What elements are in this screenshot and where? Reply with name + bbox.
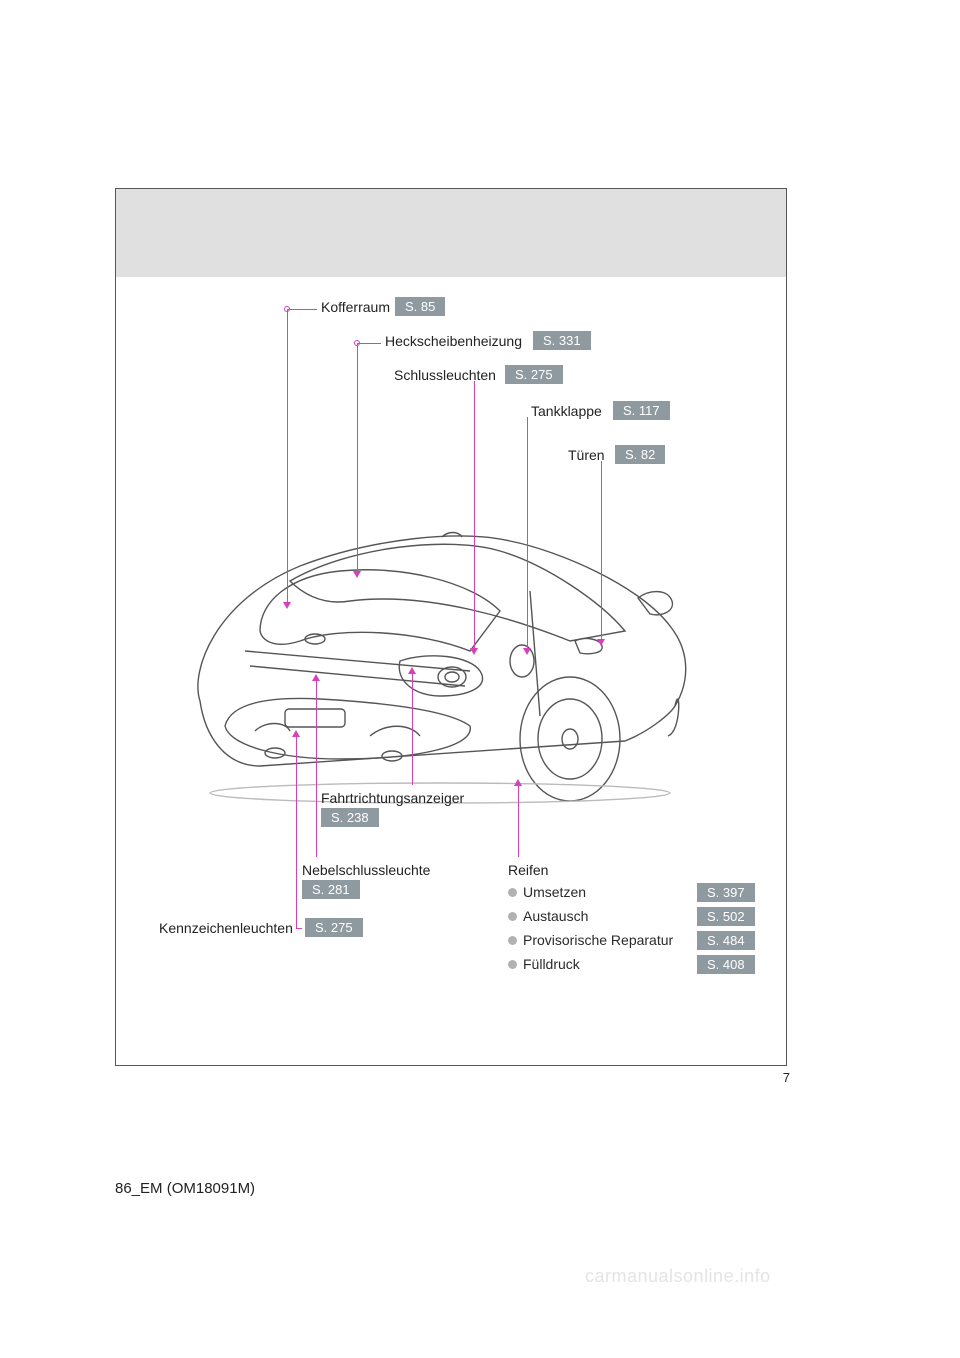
- reifen-list: Umsetzen S. 397 Austausch S. 502 Proviso…: [508, 880, 755, 976]
- reifen-item-page[interactable]: S. 502: [697, 907, 755, 926]
- callout-fahrtrichtungsanzeiger-label: Fahrtrichtungsanzeiger: [321, 790, 464, 806]
- car-illustration: [170, 531, 700, 821]
- leader-line: [287, 309, 317, 310]
- leader-arrow-icon: [597, 639, 605, 646]
- leader-arrow-icon: [312, 674, 320, 681]
- reifen-item-label: Provisorische Reparatur: [523, 932, 691, 948]
- page-number: 7: [783, 1070, 790, 1085]
- leader-line: [412, 673, 413, 785]
- leader-line: [357, 343, 381, 344]
- callout-kennzeichenleuchten-label: Kennzeichenleuchten: [159, 920, 293, 936]
- callout-tueren-label: Türen: [568, 447, 605, 463]
- bullet-icon: [508, 888, 517, 897]
- reifen-item: Fülldruck S. 408: [508, 952, 755, 976]
- callout-reifen-label: Reifen: [508, 862, 548, 878]
- callout-heckscheibenheizung-label: Heckscheibenheizung: [385, 333, 522, 349]
- leader-arrow-icon: [283, 602, 291, 609]
- callout-tankklappe-page[interactable]: S. 117: [613, 401, 670, 420]
- bullet-icon: [508, 936, 517, 945]
- leader-line: [527, 417, 528, 650]
- callout-fahrtrichtungsanzeiger-page[interactable]: S. 238: [321, 808, 379, 827]
- watermark: carmanualsonline.info: [585, 1266, 771, 1287]
- reifen-item-page[interactable]: S. 484: [697, 931, 755, 950]
- leader-line: [296, 928, 302, 929]
- callout-kofferraum-label: Kofferraum: [321, 299, 390, 315]
- callout-nebelschlussleuchte-label: Nebelschlussleuchte: [302, 862, 430, 878]
- bullet-icon: [508, 912, 517, 921]
- leader-arrow-icon: [292, 730, 300, 737]
- leader-arrow-icon: [353, 571, 361, 578]
- reifen-item-label: Umsetzen: [523, 884, 691, 900]
- leader-line: [357, 343, 358, 573]
- reifen-item: Umsetzen S. 397: [508, 880, 755, 904]
- callout-kofferraum-page[interactable]: S. 85: [395, 297, 445, 316]
- doc-footer: 86_EM (OM18091M): [115, 1180, 255, 1197]
- diagram-header: [116, 189, 786, 277]
- callout-schlussleuchten-page[interactable]: S. 275: [505, 365, 563, 384]
- reifen-item-label: Fülldruck: [523, 956, 691, 972]
- bullet-icon: [508, 960, 517, 969]
- leader-line: [296, 736, 297, 928]
- leader-line: [474, 381, 475, 650]
- reifen-item-label: Austausch: [523, 908, 691, 924]
- leader-arrow-icon: [470, 648, 478, 655]
- reifen-item: Provisorische Reparatur S. 484: [508, 928, 755, 952]
- reifen-item: Austausch S. 502: [508, 904, 755, 928]
- callout-tankklappe-label: Tankklappe: [531, 403, 602, 419]
- leader-arrow-icon: [514, 779, 522, 786]
- leader-arrow-icon: [408, 667, 416, 674]
- reifen-item-page[interactable]: S. 408: [697, 955, 755, 974]
- leader-line: [287, 309, 288, 604]
- callout-nebelschlussleuchte-page[interactable]: S. 281: [302, 880, 360, 899]
- leader-line: [601, 461, 602, 641]
- leader-arrow-icon: [523, 648, 531, 655]
- callout-tueren-page[interactable]: S. 82: [615, 445, 665, 464]
- reifen-item-page[interactable]: S. 397: [697, 883, 755, 902]
- leader-line: [316, 680, 317, 857]
- callout-kennzeichenleuchten-page[interactable]: S. 275: [305, 918, 363, 937]
- leader-line: [518, 785, 519, 857]
- callout-heckscheibenheizung-page[interactable]: S. 331: [533, 331, 591, 350]
- callout-schlussleuchten-label: Schlussleuchten: [394, 367, 496, 383]
